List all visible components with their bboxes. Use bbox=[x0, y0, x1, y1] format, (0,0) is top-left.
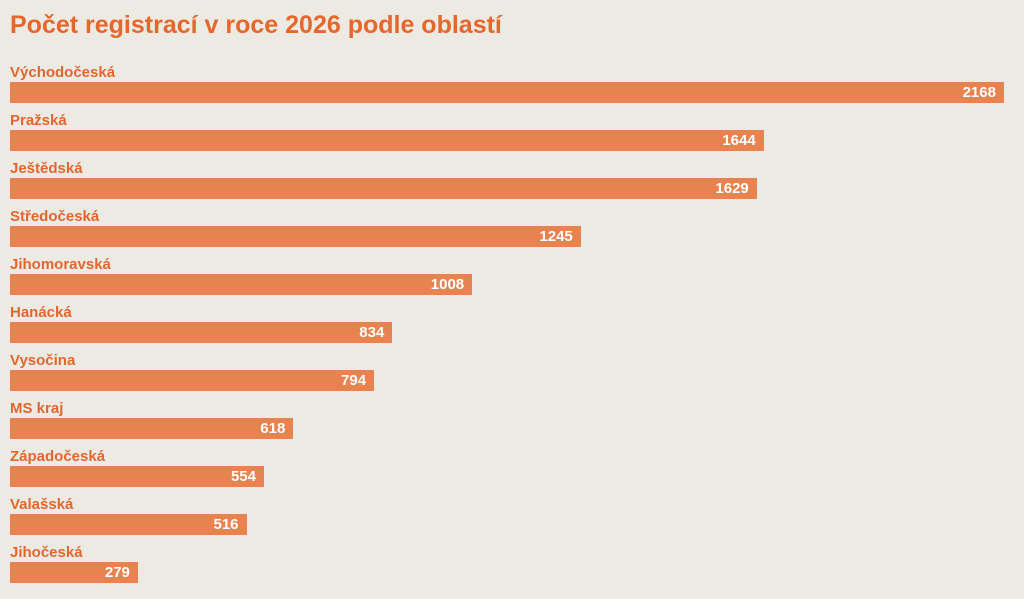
bar-category-label: Středočeská bbox=[10, 207, 100, 225]
bar-row: Pražská 1644 bbox=[10, 112, 1014, 151]
bar-value-label: 1644 bbox=[722, 131, 756, 149]
bar: 2168 bbox=[10, 81, 1004, 103]
bar: 1008 bbox=[10, 273, 473, 295]
bar-row: Ještědská 1629 bbox=[10, 160, 1014, 199]
bar-row: Východočeská 2168 bbox=[10, 64, 1014, 103]
bar: 1629 bbox=[10, 177, 757, 199]
bar-row: Jihočeská 279 bbox=[10, 544, 1014, 583]
bar-value-label: 1245 bbox=[539, 227, 573, 245]
bar-category-label: Hanácká bbox=[10, 303, 72, 321]
bar-category-label: Ještědská bbox=[10, 159, 83, 177]
bar: 1644 bbox=[10, 129, 764, 151]
bar-value-label: 834 bbox=[359, 323, 385, 341]
bar-row: MS kraj 618 bbox=[10, 400, 1014, 439]
bar-category-label: Západočeská bbox=[10, 447, 106, 465]
bar: 279 bbox=[10, 561, 138, 583]
bar-category-label: Pražská bbox=[10, 111, 67, 129]
bar-chart: Východočeská 2168 Pražská 1644 Ještědská 1629… bbox=[10, 64, 1014, 583]
bar-category-label: Východočeská bbox=[10, 63, 116, 81]
bar-value-label: 554 bbox=[230, 467, 256, 485]
bar: 554 bbox=[10, 465, 264, 487]
bar: 834 bbox=[10, 321, 393, 343]
bar-category-label: Jihomoravská bbox=[10, 255, 111, 273]
bar-value-label: 2168 bbox=[962, 83, 996, 101]
bar-value-label: 516 bbox=[213, 515, 239, 533]
bar-category-label: Jihočeská bbox=[10, 543, 83, 561]
bar-value-label: 794 bbox=[341, 371, 367, 389]
bar-row: Západočeská 554 bbox=[10, 448, 1014, 487]
bar-value-label: 1008 bbox=[430, 275, 465, 293]
bar-value-label: 279 bbox=[104, 563, 130, 581]
bar-value-label: 618 bbox=[260, 419, 286, 437]
bar-row: Hanácká 834 bbox=[10, 304, 1014, 343]
bar-value-label: 1629 bbox=[715, 179, 749, 197]
bar: 516 bbox=[10, 513, 247, 535]
bar-row: Jihomoravská 1008 bbox=[10, 256, 1014, 295]
bar-row: Vysočina 794 bbox=[10, 352, 1014, 391]
bar: 1245 bbox=[10, 225, 581, 247]
bar-category-label: Valašská bbox=[10, 495, 74, 513]
bar: 794 bbox=[10, 369, 375, 391]
bar-row: Valašská 516 bbox=[10, 496, 1014, 535]
bar-category-label: Vysočina bbox=[10, 351, 76, 369]
bar: 618 bbox=[10, 417, 294, 439]
bar-row: Středočeská 1245 bbox=[10, 208, 1014, 247]
bar-category-label: MS kraj bbox=[10, 399, 64, 417]
chart-title: Počet registrací v roce 2026 podle oblas… bbox=[10, 11, 502, 39]
